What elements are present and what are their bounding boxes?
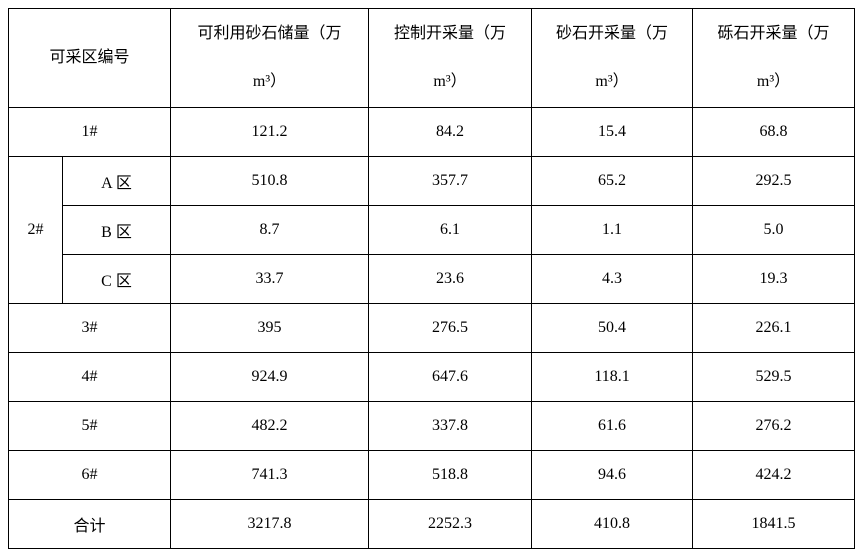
table-row: C 区 33.7 23.6 4.3 19.3	[9, 254, 856, 304]
table-row: B 区 8.7 6.1 1.1 5.0	[9, 205, 856, 255]
value-cell: 33.7	[170, 254, 370, 304]
value-cell: 292.5	[692, 156, 856, 206]
header-cell: 控制开采量（万m³）	[368, 8, 533, 108]
value-cell: 1841.5	[692, 499, 856, 549]
value-cell: 5.0	[692, 205, 856, 255]
value-cell: 647.6	[368, 352, 533, 402]
value-cell: 529.5	[692, 352, 856, 402]
value-cell: 68.8	[692, 107, 856, 157]
zone-cell: 4#	[7, 352, 172, 402]
value-cell: 482.2	[170, 401, 370, 451]
value-cell: 357.7	[368, 156, 533, 206]
header-cell: 砂石开采量（万m³）	[531, 8, 694, 108]
value-cell: 226.1	[692, 303, 856, 353]
value-cell: 395	[170, 303, 370, 353]
zone-cell: 6#	[7, 450, 172, 500]
subzone-cell: C 区	[61, 254, 172, 304]
table-row: 3# 395 276.5 50.4 226.1	[7, 303, 856, 353]
value-cell: 424.2	[692, 450, 856, 500]
table-body: 1# 121.2 84.2 15.4 68.8 2# A 区 510.8 357.7 65.2 29…	[7, 107, 856, 549]
header-row: 可采区编号 可利用砂石储量（万m³） 控制开采量（万m³） 砂石开采量（万m³） 砾石开…	[7, 8, 856, 108]
value-cell: 8.7	[170, 205, 370, 255]
value-cell: 1.1	[531, 205, 694, 255]
value-cell: 337.8	[368, 401, 533, 451]
zone-cell: 2#	[8, 156, 63, 304]
value-cell: 121.2	[170, 107, 370, 157]
value-cell: 276.2	[692, 401, 856, 451]
zone-cell: 合计	[7, 499, 172, 549]
value-cell: 94.6	[531, 450, 694, 500]
table-row: 1# 121.2 84.2 15.4 68.8	[7, 107, 856, 157]
table-header: 可采区编号 可利用砂石储量（万m³） 控制开采量（万m³） 砂石开采量（万m³） 砾石开…	[7, 8, 856, 108]
value-cell: 510.8	[170, 156, 370, 206]
subzone-cell: A 区	[61, 156, 172, 206]
data-table: 可采区编号 可利用砂石储量（万m³） 控制开采量（万m³） 砂石开采量（万m³） 砾石开…	[7, 8, 856, 549]
header-cell: 可利用砂石储量（万m³）	[170, 8, 370, 108]
zone-cell: 5#	[7, 401, 172, 451]
zone-cell: 3#	[7, 303, 172, 353]
table-row: 5# 482.2 337.8 61.6 276.2	[7, 401, 856, 451]
zone-cell: 1#	[7, 107, 172, 157]
header-cell: 可采区编号	[7, 8, 172, 108]
value-cell: 4.3	[531, 254, 694, 304]
value-cell: 65.2	[531, 156, 694, 206]
value-cell: 518.8	[368, 450, 533, 500]
value-cell: 276.5	[368, 303, 533, 353]
table-row: 6# 741.3 518.8 94.6 424.2	[7, 450, 856, 500]
subzone-cell: B 区	[61, 205, 172, 255]
value-cell: 61.6	[531, 401, 694, 451]
value-cell: 924.9	[170, 352, 370, 402]
table-row: 合计 3217.8 2252.3 410.8 1841.5	[7, 499, 856, 549]
value-cell: 6.1	[368, 205, 533, 255]
header-cell: 砾石开采量（万m³）	[692, 8, 856, 108]
value-cell: 2252.3	[368, 499, 533, 549]
value-cell: 3217.8	[170, 499, 370, 549]
value-cell: 741.3	[170, 450, 370, 500]
table-row: 4# 924.9 647.6 118.1 529.5	[7, 352, 856, 402]
value-cell: 118.1	[531, 352, 694, 402]
value-cell: 410.8	[531, 499, 694, 549]
table-row: 2# A 区 510.8 357.7 65.2 292.5	[8, 156, 856, 304]
value-cell: 19.3	[692, 254, 856, 304]
value-cell: 84.2	[368, 107, 533, 157]
value-cell: 15.4	[531, 107, 694, 157]
value-cell: 50.4	[531, 303, 694, 353]
value-cell: 23.6	[368, 254, 533, 304]
